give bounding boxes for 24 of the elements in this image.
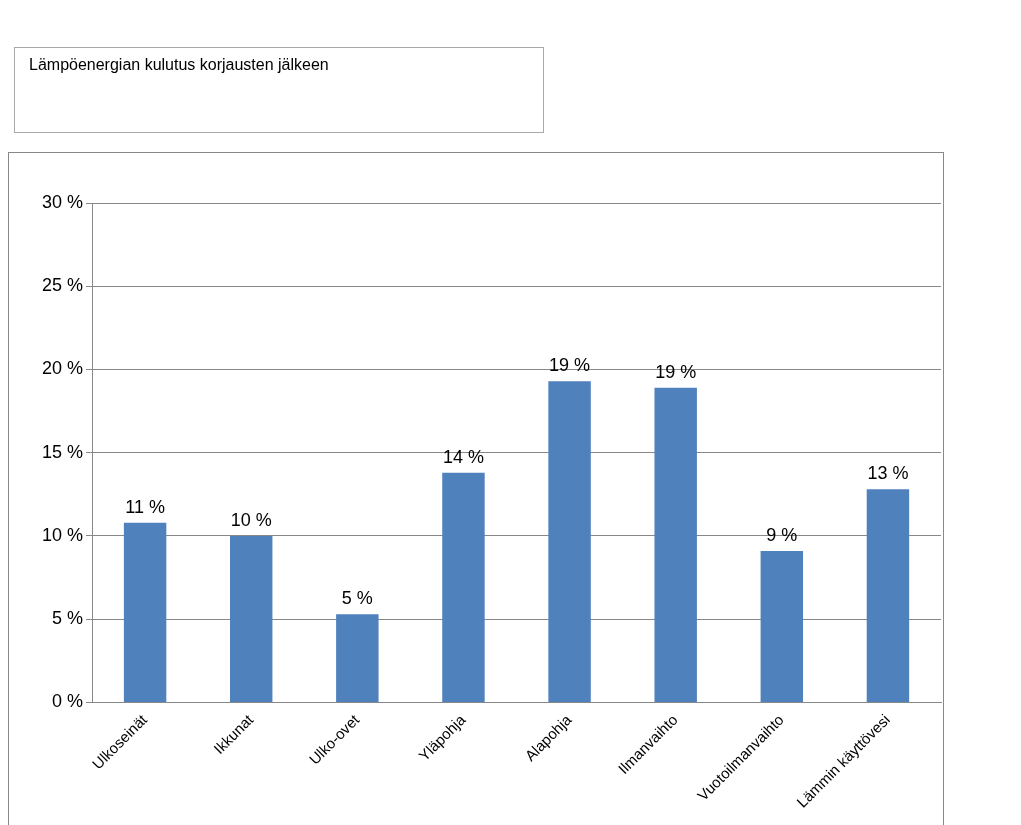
y-tick-label: 15 % — [42, 441, 84, 462]
bar — [229, 535, 273, 702]
bar — [866, 489, 910, 702]
bar — [336, 614, 379, 702]
data-label: 19 % — [655, 361, 697, 382]
y-tick-label: 20 % — [42, 358, 84, 379]
y-tick-label: 10 % — [42, 524, 84, 545]
data-label: 5 % — [341, 588, 373, 609]
y-tick-label: 0 % — [52, 691, 84, 712]
bar — [548, 381, 591, 702]
data-label: 13 % — [867, 463, 909, 484]
bar — [123, 522, 167, 702]
bar — [442, 472, 485, 702]
bar — [654, 387, 697, 702]
data-label: 14 % — [442, 446, 484, 467]
data-label: 9 % — [766, 524, 798, 545]
data-label: 19 % — [549, 355, 591, 376]
bar — [760, 550, 804, 702]
y-tick-label: 25 % — [42, 275, 84, 296]
data-label: 11 % — [125, 496, 165, 517]
y-tick-label: 5 % — [52, 608, 84, 629]
y-tick-label: 30 % — [42, 191, 84, 212]
chart-title: Lämpöenergian kulutus korjausten jälkeen — [14, 47, 544, 133]
data-label: 10 % — [230, 509, 272, 530]
